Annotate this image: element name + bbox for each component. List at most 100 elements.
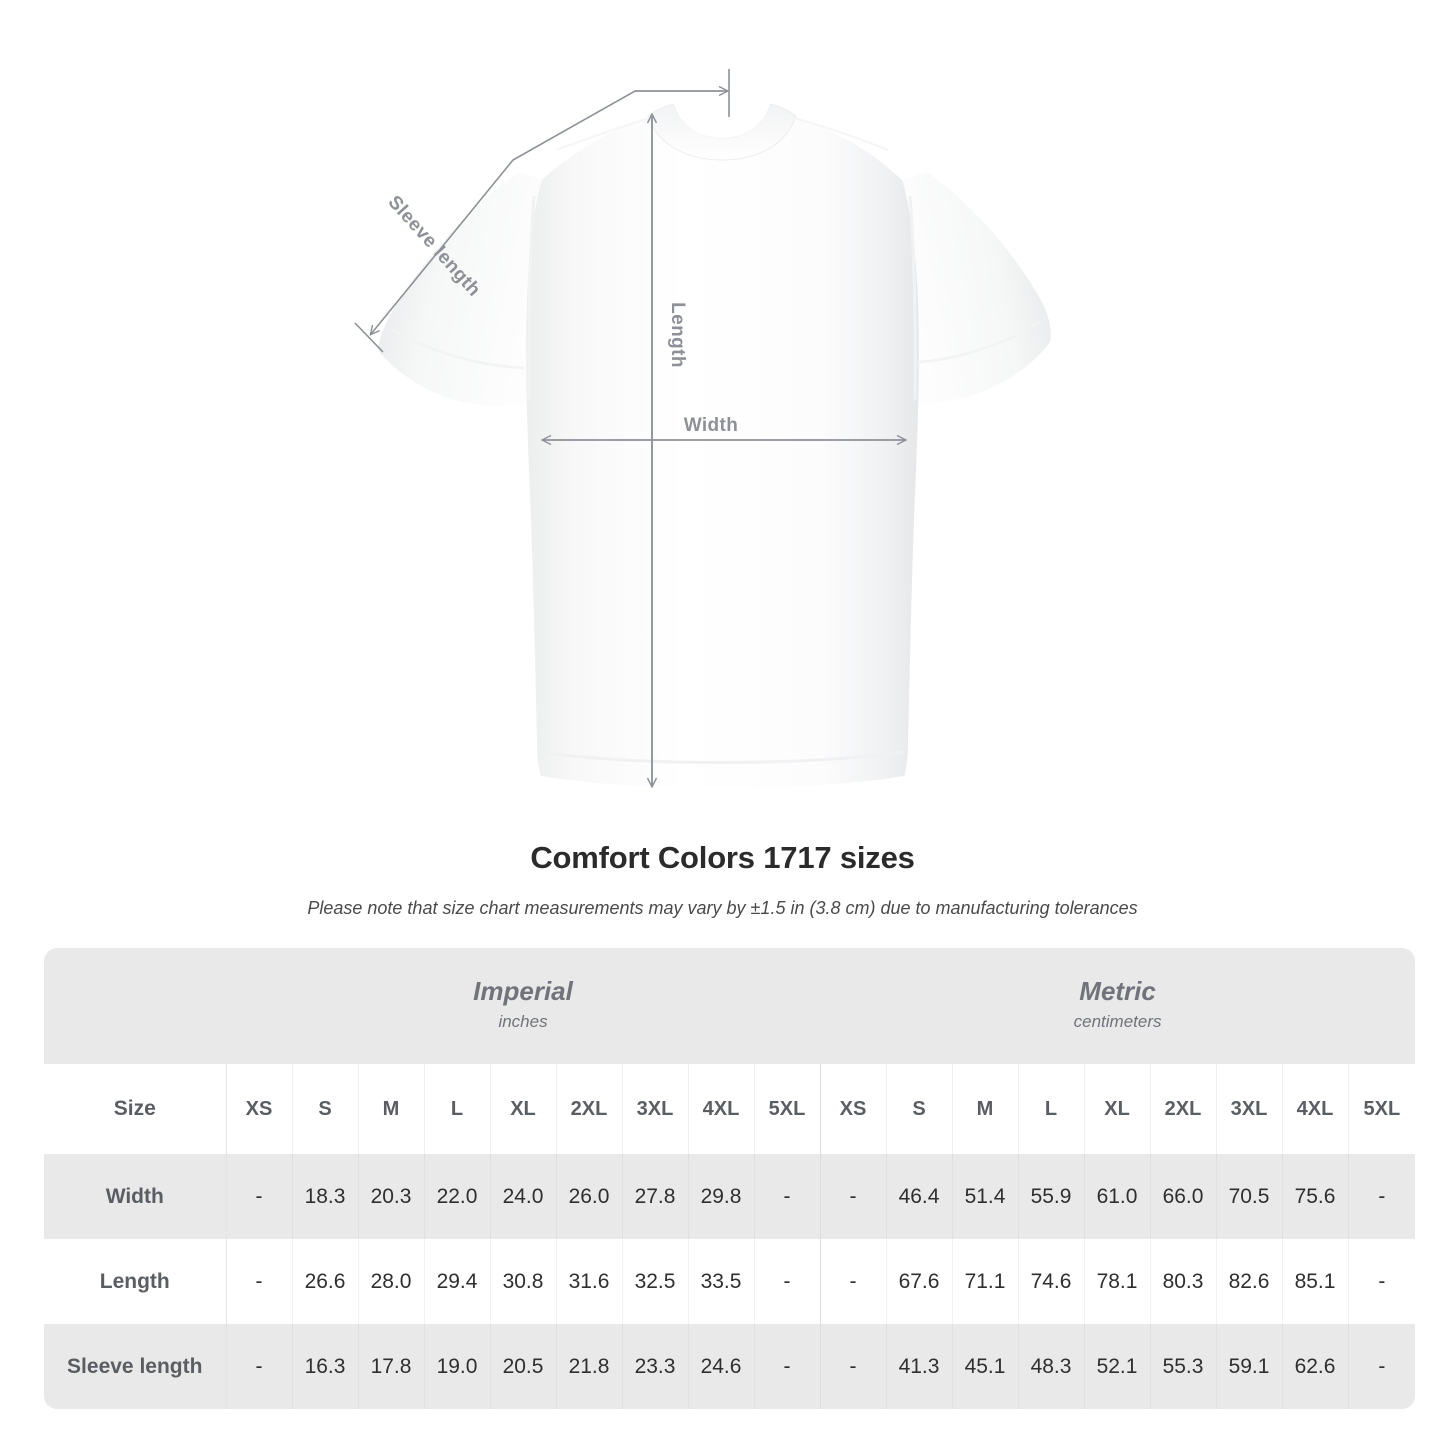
cell-length-metric-s: 67.6 — [886, 1239, 953, 1324]
size-chart-table: Imperial inches Metric centimeters Size … — [44, 948, 1416, 1409]
cell-width-metric-l: 55.9 — [1018, 1154, 1085, 1239]
size-header-imperial-3xl: 3XL — [622, 1064, 689, 1154]
cell-width-metric-5xl: - — [1348, 1154, 1416, 1239]
cell-width-metric-4xl: 75.6 — [1282, 1154, 1349, 1239]
cell-width-metric-3xl: 70.5 — [1216, 1154, 1283, 1239]
cell-sleeve-metric-s: 41.3 — [886, 1324, 953, 1409]
cell-length-metric-4xl: 85.1 — [1282, 1239, 1349, 1324]
cell-width-imperial-l: 22.0 — [424, 1154, 491, 1239]
cell-sleeve-imperial-5xl: - — [754, 1324, 821, 1409]
cell-length-imperial-l: 29.4 — [424, 1239, 491, 1324]
size-header-metric-2xl: 2XL — [1150, 1064, 1217, 1154]
cell-length-metric-xl: 78.1 — [1084, 1239, 1151, 1324]
cell-sleeve-imperial-m: 17.8 — [358, 1324, 425, 1409]
unit-banner-row: Imperial inches Metric centimeters — [44, 948, 1416, 1064]
size-header-metric-m: M — [952, 1064, 1019, 1154]
cell-length-imperial-xl: 30.8 — [490, 1239, 557, 1324]
cell-sleeve-metric-5xl: - — [1348, 1324, 1416, 1409]
size-header-label: Size — [44, 1064, 227, 1154]
length-annotation: Length — [652, 115, 688, 786]
size-header-imperial-xs: XS — [226, 1064, 293, 1154]
cell-width-imperial-4xl: 29.8 — [688, 1154, 755, 1239]
table-row: Width - 18.3 20.3 22.0 24.0 26.0 27.8 29… — [44, 1154, 1416, 1239]
cell-sleeve-imperial-xs: - — [226, 1324, 293, 1409]
title-block: Comfort Colors 1717 sizes Please note th… — [0, 838, 1445, 920]
cell-sleeve-metric-2xl: 55.3 — [1150, 1324, 1217, 1409]
cell-width-imperial-2xl: 26.0 — [556, 1154, 623, 1239]
cell-width-imperial-3xl: 27.8 — [622, 1154, 689, 1239]
row-label-sleeve-length: Sleeve length — [44, 1324, 227, 1409]
tshirt-shape — [378, 98, 1051, 788]
cell-width-imperial-m: 20.3 — [358, 1154, 425, 1239]
row-label-length: Length — [44, 1239, 227, 1324]
cell-length-metric-l: 74.6 — [1018, 1239, 1085, 1324]
cell-width-imperial-s: 18.3 — [292, 1154, 359, 1239]
page-title: Comfort Colors 1717 sizes — [530, 840, 915, 875]
cell-sleeve-imperial-4xl: 24.6 — [688, 1324, 755, 1409]
length-label: Length — [667, 302, 688, 368]
width-label: Width — [684, 415, 739, 436]
row-label-width: Width — [44, 1154, 227, 1239]
cell-sleeve-imperial-xl: 20.5 — [490, 1324, 557, 1409]
unit-banner-spacer — [44, 948, 226, 1064]
metric-sublabel: centimeters — [1073, 1012, 1162, 1031]
cell-width-metric-s: 46.4 — [886, 1154, 953, 1239]
cell-sleeve-metric-4xl: 62.6 — [1282, 1324, 1349, 1409]
cell-sleeve-imperial-l: 19.0 — [424, 1324, 491, 1409]
cell-width-metric-2xl: 66.0 — [1150, 1154, 1217, 1239]
tshirt-measurement-diagram: Sleeve length Length Width — [354, 69, 1051, 788]
size-header-row: Size XS S M L XL 2XL 3XL 4XL 5XL XS S M … — [44, 1064, 1416, 1154]
cell-width-metric-m: 51.4 — [952, 1154, 1019, 1239]
cell-length-metric-2xl: 80.3 — [1150, 1239, 1217, 1324]
cell-width-imperial-xs: - — [226, 1154, 293, 1239]
cell-length-imperial-s: 26.6 — [292, 1239, 359, 1324]
size-header-imperial-s: S — [292, 1064, 359, 1154]
size-header-imperial-l: L — [424, 1064, 491, 1154]
cell-length-metric-5xl: - — [1348, 1239, 1416, 1324]
cell-length-metric-3xl: 82.6 — [1216, 1239, 1283, 1324]
cell-sleeve-imperial-s: 16.3 — [292, 1324, 359, 1409]
cell-sleeve-metric-xs: - — [820, 1324, 887, 1409]
size-chart-table-wrap: Imperial inches Metric centimeters Size … — [44, 948, 1416, 1409]
cell-length-imperial-2xl: 31.6 — [556, 1239, 623, 1324]
cell-length-imperial-4xl: 33.5 — [688, 1239, 755, 1324]
cell-sleeve-metric-l: 48.3 — [1018, 1324, 1085, 1409]
cell-width-imperial-xl: 24.0 — [490, 1154, 557, 1239]
width-annotation: Width — [543, 415, 905, 440]
metric-banner: Metric centimeters — [820, 948, 1416, 1064]
tolerance-note: Please note that size chart measurements… — [307, 898, 1138, 918]
imperial-sublabel: inches — [498, 1012, 548, 1031]
table-row: Sleeve length - 16.3 17.8 19.0 20.5 21.8… — [44, 1324, 1416, 1409]
size-header-metric-xl: XL — [1084, 1064, 1151, 1154]
cell-length-imperial-3xl: 32.5 — [622, 1239, 689, 1324]
cell-sleeve-imperial-2xl: 21.8 — [556, 1324, 623, 1409]
size-header-metric-s: S — [886, 1064, 953, 1154]
cell-sleeve-metric-xl: 52.1 — [1084, 1324, 1151, 1409]
table-row: Length - 26.6 28.0 29.4 30.8 31.6 32.5 3… — [44, 1239, 1416, 1324]
cell-length-imperial-xs: - — [226, 1239, 293, 1324]
imperial-label: Imperial — [473, 976, 573, 1006]
size-header-imperial-2xl: 2XL — [556, 1064, 623, 1154]
cell-width-metric-xl: 61.0 — [1084, 1154, 1151, 1239]
cell-length-metric-xs: - — [820, 1239, 887, 1324]
imperial-banner: Imperial inches — [226, 948, 821, 1064]
size-header-metric-3xl: 3XL — [1216, 1064, 1283, 1154]
size-header-imperial-5xl: 5XL — [754, 1064, 821, 1154]
size-header-metric-xs: XS — [820, 1064, 887, 1154]
size-header-metric-l: L — [1018, 1064, 1085, 1154]
cell-length-imperial-m: 28.0 — [358, 1239, 425, 1324]
size-header-imperial-m: M — [358, 1064, 425, 1154]
cell-sleeve-metric-3xl: 59.1 — [1216, 1324, 1283, 1409]
size-header-imperial-xl: XL — [490, 1064, 557, 1154]
metric-label: Metric — [1079, 976, 1156, 1006]
cell-width-imperial-5xl: - — [754, 1154, 821, 1239]
sleeve-hem-tick — [354, 322, 384, 353]
cell-width-metric-xs: - — [820, 1154, 887, 1239]
size-header-metric-4xl: 4XL — [1282, 1064, 1349, 1154]
size-header-metric-5xl: 5XL — [1348, 1064, 1416, 1154]
cell-sleeve-imperial-3xl: 23.3 — [622, 1324, 689, 1409]
cell-length-imperial-5xl: - — [754, 1239, 821, 1324]
cell-length-metric-m: 71.1 — [952, 1239, 1019, 1324]
size-header-imperial-4xl: 4XL — [688, 1064, 755, 1154]
cell-sleeve-metric-m: 45.1 — [952, 1324, 1019, 1409]
